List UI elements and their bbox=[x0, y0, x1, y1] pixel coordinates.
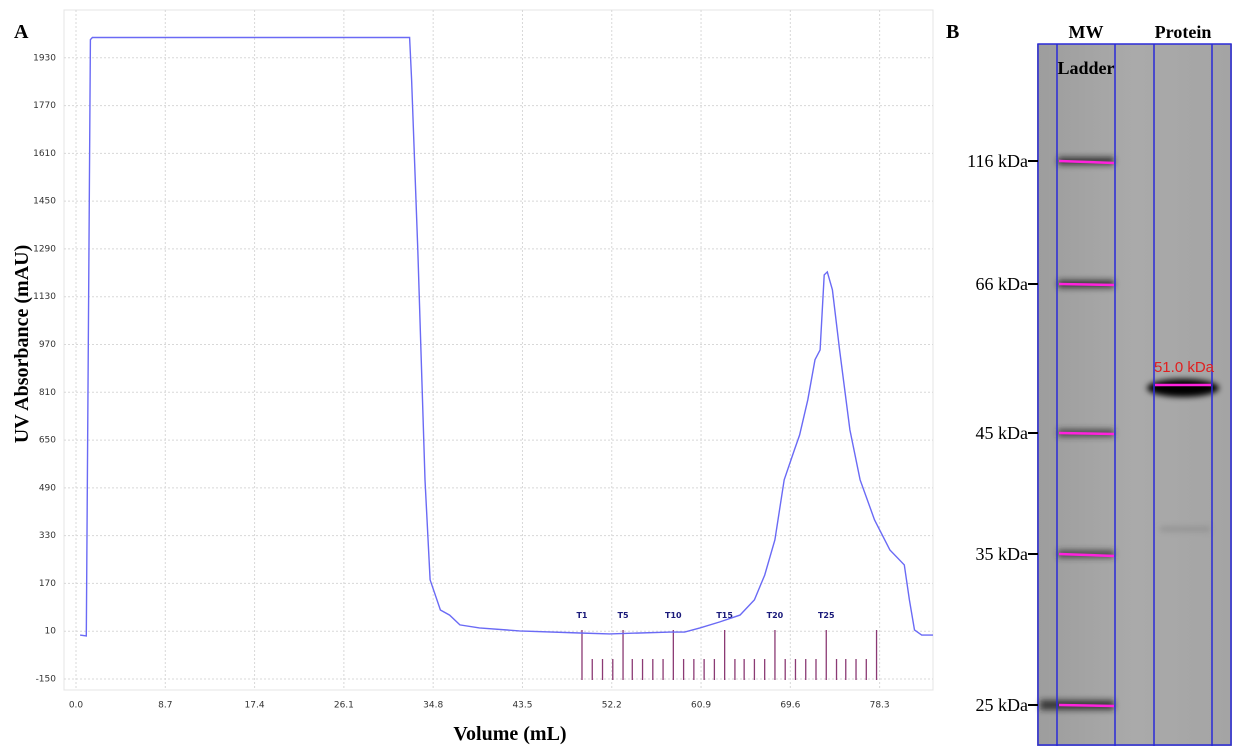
x-tick-label: 78.3 bbox=[870, 701, 890, 711]
x-tick-label: 69.6 bbox=[780, 701, 800, 711]
y-tick-label: 650 bbox=[39, 436, 56, 446]
marker-label: 35 kDa bbox=[976, 544, 1029, 564]
figure: A UV Absorbance (mAU) Volume (mL) -150 10… bbox=[0, 0, 1236, 746]
y-tick-label: 170 bbox=[39, 579, 56, 589]
y-tick-label: 970 bbox=[39, 340, 56, 350]
uv-trace bbox=[80, 38, 933, 637]
fraction-label: T20 bbox=[767, 611, 784, 620]
lane-header: MW bbox=[1069, 22, 1104, 42]
panel-label: A bbox=[14, 21, 29, 43]
x-tick-label: 52.2 bbox=[602, 701, 622, 711]
marker-ticks bbox=[1028, 161, 1038, 705]
x-tick-label: 8.7 bbox=[158, 701, 172, 711]
y-tick-label: 330 bbox=[39, 531, 56, 541]
fraction-label: T1 bbox=[576, 611, 587, 620]
y-axis-label: UV Absorbance (mAU) bbox=[11, 245, 33, 444]
y-tick-label: 1770 bbox=[33, 101, 56, 111]
y-tick-label: 1930 bbox=[33, 53, 56, 63]
y-tick-label: 1130 bbox=[33, 292, 56, 302]
marker-label: 116 kDa bbox=[967, 151, 1028, 171]
y-tick-label: 490 bbox=[39, 483, 56, 493]
marker-label: 25 kDa bbox=[976, 695, 1029, 715]
fraction-label: T25 bbox=[818, 611, 835, 620]
y-tick-label: 1450 bbox=[33, 197, 56, 207]
y-tick-label: -150 bbox=[36, 675, 57, 685]
lane-header: Ladder bbox=[1057, 58, 1114, 78]
x-tick-label: 17.4 bbox=[245, 701, 265, 711]
marker-label: 66 kDa bbox=[976, 274, 1029, 294]
lane-header: Protein bbox=[1155, 22, 1212, 42]
x-tick-label: 26.1 bbox=[334, 701, 354, 711]
y-tick-label: 10 bbox=[45, 627, 57, 637]
marker-label: 45 kDa bbox=[976, 423, 1029, 443]
x-tick-label: 43.5 bbox=[512, 701, 532, 711]
y-tick-label: 1610 bbox=[33, 149, 56, 159]
plot-frame bbox=[64, 10, 933, 690]
y-tick-label: 1290 bbox=[33, 244, 56, 254]
x-tick-label: 34.8 bbox=[423, 701, 443, 711]
x-tick-label: 60.9 bbox=[691, 701, 711, 711]
plot: -150 10 170 330 490 650 810 970 1130 1290 1450 1610… bbox=[33, 10, 933, 711]
fraction-label: T10 bbox=[665, 611, 682, 620]
y-tick-label: 810 bbox=[39, 388, 56, 398]
band-label: 51.0 kDa bbox=[1154, 359, 1215, 376]
panel-label: B bbox=[946, 21, 959, 43]
x-tick-label: 0.0 bbox=[69, 701, 84, 711]
x-axis-label: Volume (mL) bbox=[453, 723, 566, 745]
gel-panel: B MW Ladder Protein 51.0 kDa bbox=[946, 21, 1232, 746]
fraction-label: T5 bbox=[618, 611, 629, 620]
